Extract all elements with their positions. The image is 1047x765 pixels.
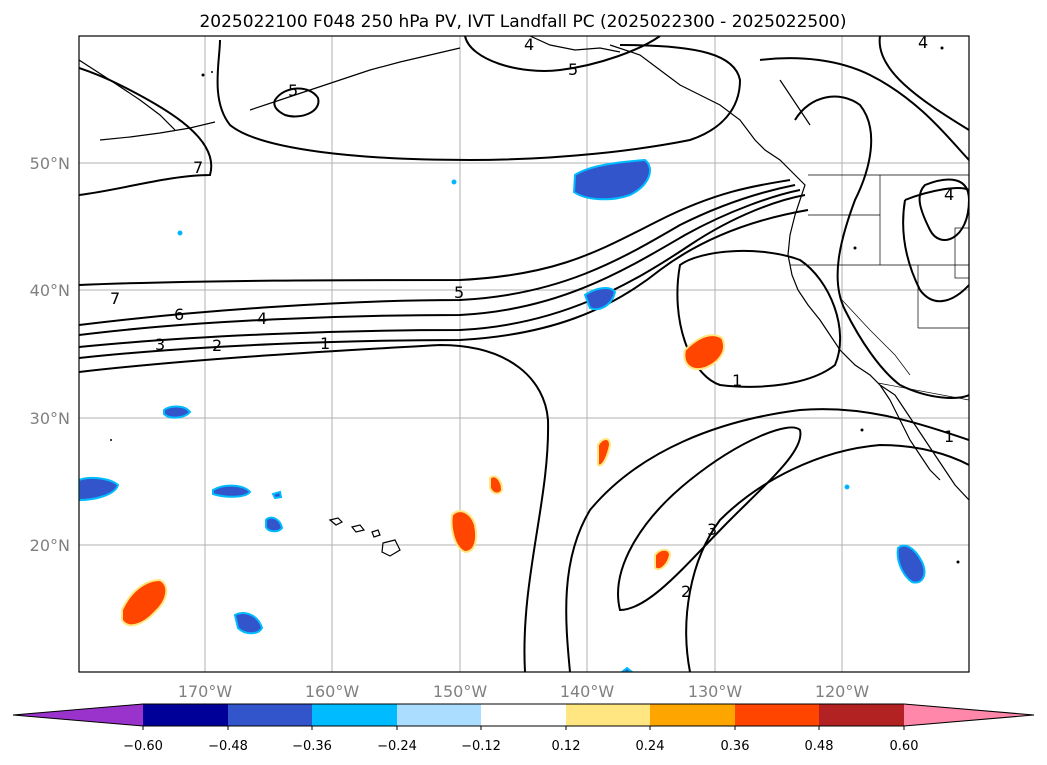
colorbar-segment xyxy=(650,704,735,726)
colorbar-segment xyxy=(819,704,904,726)
colorbar-tick-label: 0.48 xyxy=(805,739,834,754)
graticule xyxy=(79,36,969,672)
contour-label: 2 xyxy=(681,582,691,601)
colorbar-tick-label: 0.36 xyxy=(721,739,750,754)
contour-label: 1 xyxy=(944,427,954,446)
map-frame xyxy=(78,35,970,673)
islands xyxy=(110,46,960,564)
lon-label: 130°W xyxy=(688,682,743,701)
colorbar-segment xyxy=(735,704,819,726)
contour-label: 1 xyxy=(732,371,742,390)
lon-label: 150°W xyxy=(433,682,488,701)
map-frame-bg xyxy=(79,36,969,672)
colorbar-tick-label: 0.60 xyxy=(890,739,919,754)
contour-label: 5 xyxy=(454,283,464,302)
colorbar-extend-max xyxy=(904,704,1034,726)
colorbar-segment xyxy=(566,704,650,726)
contour-label: 5 xyxy=(568,60,578,79)
contour-label: 6 xyxy=(174,305,184,324)
lat-label: 20°N xyxy=(30,536,70,555)
colorbar-tick-label: 0.24 xyxy=(636,739,665,754)
lon-axis-labels: 170°W 160°W 150°W 140°W 130°W 120°W xyxy=(178,682,870,701)
colorbar-segment xyxy=(228,704,312,726)
contour-label: 3 xyxy=(707,520,717,539)
contour-label: 7 xyxy=(193,158,203,177)
lon-label: 170°W xyxy=(178,682,233,701)
contour-label: 5 xyxy=(288,81,298,100)
colorbar-extend-min xyxy=(13,704,143,726)
lon-label: 120°W xyxy=(815,682,870,701)
colorbar-tick-label: −0.36 xyxy=(292,739,332,754)
map-panel: 7 5 4 5 4 7 6 4 3 2 1 5 1 4 1 3 2 xyxy=(78,33,970,673)
contour-labels: 7 5 4 5 4 7 6 4 3 2 1 5 1 4 1 3 2 xyxy=(110,33,954,601)
negative-anomalies xyxy=(79,158,926,672)
positive-anomalies xyxy=(121,334,725,627)
lon-label: 140°W xyxy=(560,682,615,701)
colorbar-segment xyxy=(312,704,397,726)
contour-label: 7 xyxy=(110,289,120,308)
colorbar-ticks: −0.60 −0.48 −0.36 −0.24 −0.12 0.12 0.24 … xyxy=(123,739,918,754)
colorbar-tick-label: −0.60 xyxy=(123,739,163,754)
lat-axis-labels: 50°N 40°N 30°N 20°N xyxy=(30,154,70,555)
colorbar-segment xyxy=(481,704,566,726)
coastlines xyxy=(79,36,969,557)
lat-label: 30°N xyxy=(30,409,70,428)
contour-label: 2 xyxy=(212,336,222,355)
colorbar-tick-label: 0.12 xyxy=(552,739,581,754)
contour-label: 4 xyxy=(524,35,534,54)
lon-label: 160°W xyxy=(305,682,360,701)
contour-label: 1 xyxy=(320,334,330,353)
colorbar-segment xyxy=(143,704,228,726)
colorbar xyxy=(12,703,1035,730)
colorbar-segment xyxy=(397,704,481,726)
colorbar-tick-label: −0.24 xyxy=(377,739,417,754)
contour-label: 4 xyxy=(944,185,954,204)
contour-label: 4 xyxy=(918,33,928,52)
colorbar-tick-label: −0.12 xyxy=(461,739,501,754)
state-borders xyxy=(790,174,969,401)
contour-label: 4 xyxy=(257,309,267,328)
contour-label: 3 xyxy=(155,335,165,354)
figure-title: 2025022100 F048 250 hPa PV, IVT Landfall… xyxy=(199,12,846,32)
lat-label: 50°N xyxy=(30,154,70,173)
lat-label: 40°N xyxy=(30,281,70,300)
colorbar-tick-label: −0.48 xyxy=(208,739,248,754)
